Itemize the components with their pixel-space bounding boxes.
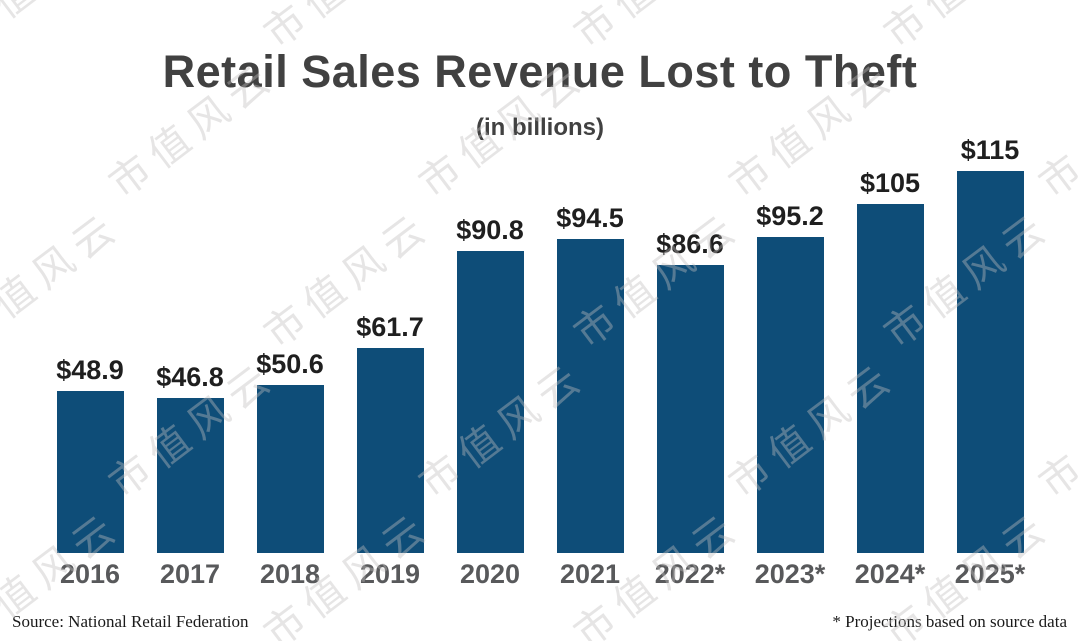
bar-column: $61.7 bbox=[340, 314, 440, 553]
x-axis-tick-label: 2024* bbox=[854, 559, 926, 589]
bar bbox=[656, 265, 724, 553]
x-axis-tick-label: 2022* bbox=[654, 559, 726, 589]
bar-value-label: $115 bbox=[960, 135, 1020, 165]
source-attribution: Source: National Retail Federation bbox=[12, 612, 249, 631]
bar bbox=[956, 171, 1024, 553]
x-axis-tick-label: 2018 bbox=[259, 559, 321, 589]
x-axis-tick-label: 2020 bbox=[459, 559, 521, 589]
bar-value-label: $86.6 bbox=[656, 229, 724, 259]
x-axis-tick-label: 2021 bbox=[559, 559, 621, 589]
chart-subtitle: (in billions) bbox=[476, 114, 604, 141]
bar-column: $95.2 bbox=[740, 203, 840, 553]
bar-column: $50.6 bbox=[240, 351, 340, 553]
bar-value-label: $61.7 bbox=[356, 312, 424, 342]
bar-value-label: $48.9 bbox=[56, 355, 124, 385]
bar-chart: $48.9 $46.8 $50.6 $61.7 $90.8 $94.5 $86.6 $95.2… bbox=[40, 132, 1040, 553]
bar bbox=[856, 204, 924, 553]
bar-value-label: $50.6 bbox=[256, 349, 324, 379]
x-axis-tick-label: 2019 bbox=[359, 559, 421, 589]
chart-title: Retail Sales Revenue Lost to Theft bbox=[162, 46, 918, 97]
bar-value-label: $94.5 bbox=[556, 203, 624, 233]
bar-value-label: $95.2 bbox=[756, 201, 824, 231]
x-axis-tick-label: 2017 bbox=[159, 559, 221, 589]
bar-column: $46.8 bbox=[140, 364, 240, 553]
bar-value-label: $90.8 bbox=[456, 215, 524, 245]
bar-column: $90.8 bbox=[440, 217, 540, 553]
bar bbox=[256, 385, 324, 553]
bar bbox=[56, 391, 124, 553]
bar-column: $94.5 bbox=[540, 205, 640, 553]
bar-column: $115 bbox=[940, 137, 1040, 553]
x-axis-labels: 2016 2017 2018 2019 2020 2021 2022* 2023* 2024* 2… bbox=[40, 559, 1040, 590]
bar-value-label: $105 bbox=[859, 168, 921, 198]
bar bbox=[756, 237, 824, 553]
bar-column: $105 bbox=[840, 170, 940, 553]
x-axis-tick-label: 2023* bbox=[754, 559, 826, 589]
bar-column: $86.6 bbox=[640, 231, 740, 553]
x-axis-tick-label: 2025* bbox=[954, 559, 1026, 589]
bar bbox=[556, 239, 624, 553]
bar bbox=[456, 251, 524, 553]
x-axis-tick-label: 2016 bbox=[59, 559, 121, 589]
bar bbox=[156, 398, 224, 553]
bar-value-label: $46.8 bbox=[156, 362, 224, 392]
bar-column: $48.9 bbox=[40, 357, 140, 553]
projection-footnote: * Projections based on source data bbox=[832, 612, 1067, 631]
bar bbox=[356, 348, 424, 553]
